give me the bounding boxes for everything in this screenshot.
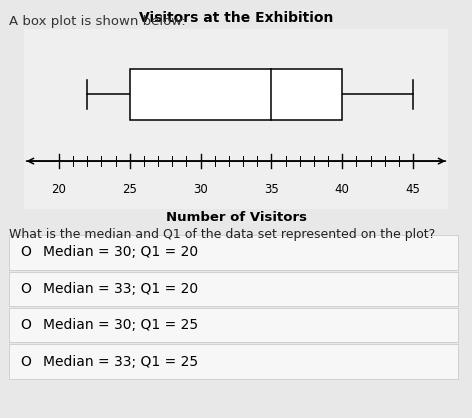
Text: Median = 30; Q1 = 25: Median = 30; Q1 = 25: [43, 318, 198, 332]
Text: 30: 30: [193, 184, 208, 196]
Text: A box plot is shown below:: A box plot is shown below:: [9, 15, 186, 28]
Bar: [130, 69, 342, 120]
Text: 45: 45: [405, 184, 421, 196]
Text: O: O: [21, 354, 32, 369]
Text: Median = 33; Q1 = 25: Median = 33; Q1 = 25: [43, 354, 198, 369]
Title: Visitors at the Exhibition: Visitors at the Exhibition: [139, 11, 333, 25]
Text: O: O: [21, 245, 32, 260]
Text: 25: 25: [122, 184, 137, 196]
Text: 40: 40: [335, 184, 350, 196]
Text: What is the median and Q1 of the data set represented on the plot?: What is the median and Q1 of the data se…: [9, 228, 436, 241]
Text: 35: 35: [264, 184, 279, 196]
Text: 20: 20: [51, 184, 67, 196]
Text: O: O: [21, 318, 32, 332]
Text: Median = 33; Q1 = 20: Median = 33; Q1 = 20: [43, 282, 198, 296]
Text: O: O: [21, 282, 32, 296]
Text: Median = 30; Q1 = 20: Median = 30; Q1 = 20: [43, 245, 198, 260]
Text: Number of Visitors: Number of Visitors: [166, 211, 306, 224]
